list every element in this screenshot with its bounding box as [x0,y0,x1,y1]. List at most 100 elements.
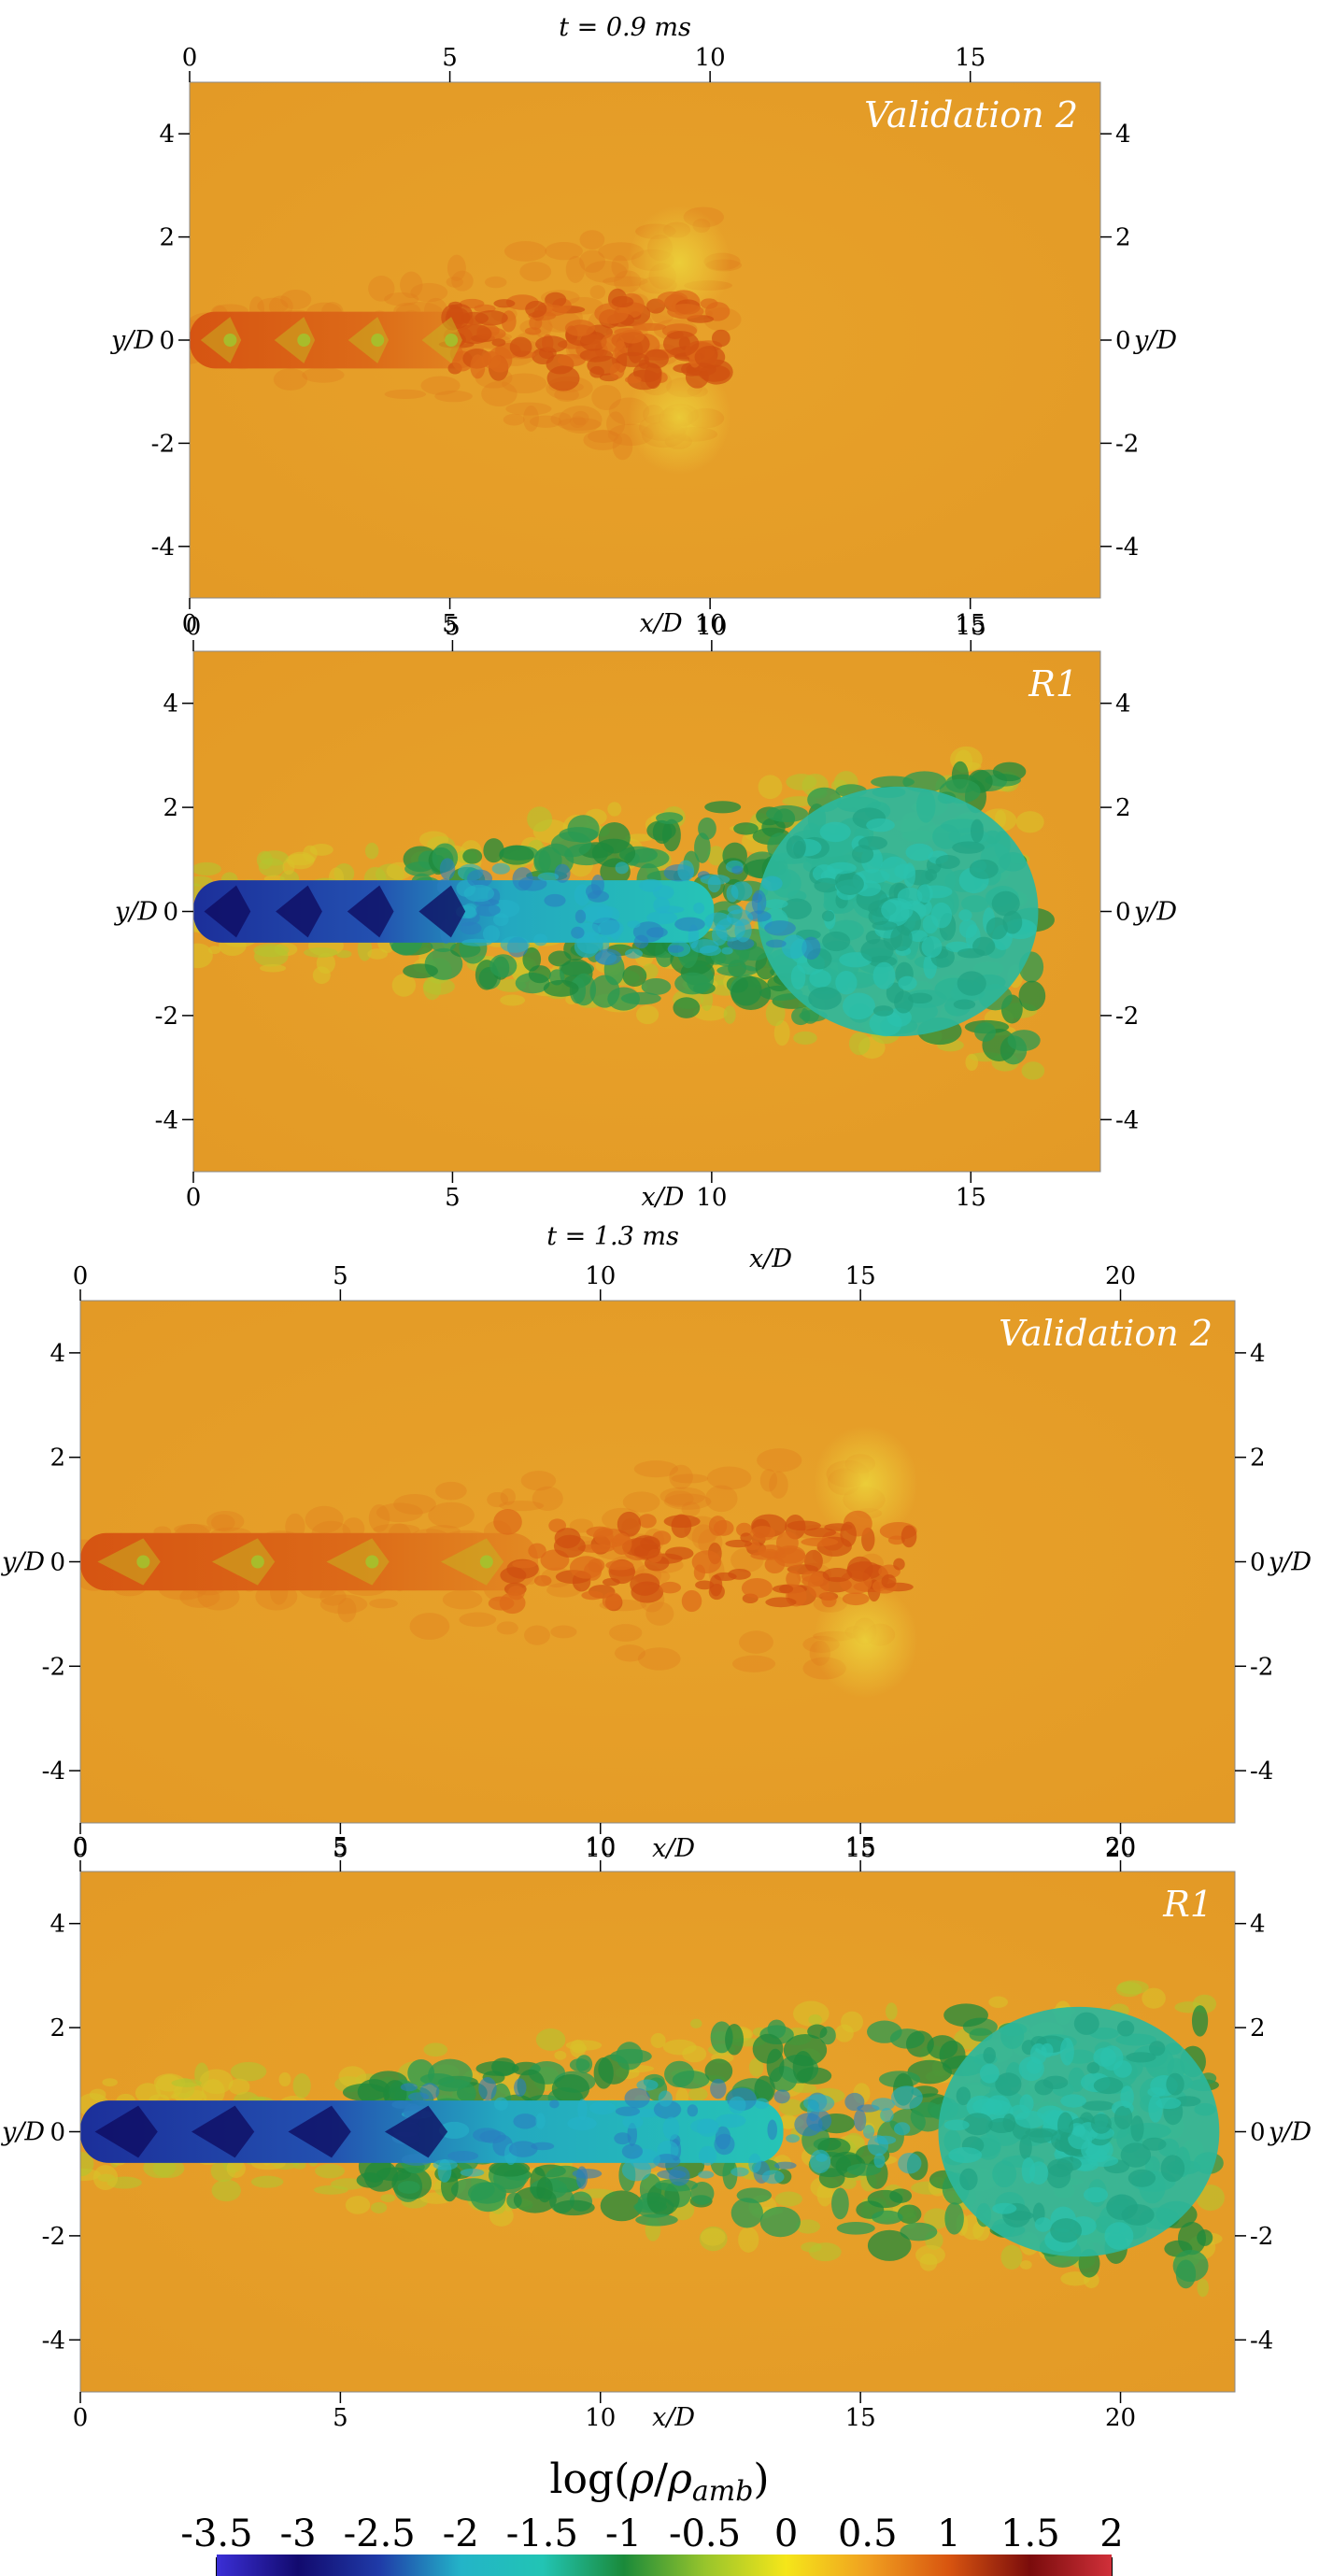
y-tick-label-right: 4 [1250,1340,1266,1368]
x-tick-label-top: 15 [845,1833,876,1861]
y-tick-label-right: 2 [1115,224,1131,252]
heatmap-field [80,1426,918,1698]
heatmap-field [190,206,743,475]
panel-title: R1 [1028,663,1078,704]
x-tick-label-bottom: 20 [1105,2404,1136,2432]
y-tick-label-left: 0 [159,327,175,355]
y-tick-label-left: 0 [50,2119,65,2147]
heatmap-field [193,746,1055,1080]
y-tick-label-right: 0 [1250,2119,1266,2147]
y-tick-label-left: 4 [159,121,175,149]
colorbar-tick-label: 1.5 [1000,2512,1060,2555]
y-tick-label-right: -2 [1115,430,1139,458]
colorbar-title-main: log( [549,2455,630,2503]
x-tick-label-top: 15 [845,1262,876,1290]
y-tick-label-left: 2 [163,794,178,822]
y-axis-label-right: y/D [1133,326,1177,355]
x-tick-label-bottom: 10 [696,1184,727,1212]
colorbar-bar [217,2555,1112,2576]
x-tick-label-bottom: 15 [955,610,986,638]
colorbar-tick-label: -2.5 [344,2512,416,2555]
y-tick-label-right: 2 [1115,794,1131,822]
x-tick-label-bottom: 5 [442,610,458,638]
x-tick-label-top: 0 [73,1262,89,1290]
y-tick-label-right: 0 [1115,899,1131,927]
y-tick-label-left: 4 [163,690,178,719]
colorbar-tick-label: -3.5 [180,2512,252,2555]
y-tick-label-left: 4 [50,1911,65,1939]
y-axis-label-right: y/D [1133,898,1177,927]
x-tick-label-top: 5 [445,613,461,641]
x-tick-label-top: 10 [696,613,727,641]
y-tick-label-right: -2 [1250,2223,1273,2251]
x-tick-label-top: 0 [186,613,202,641]
x-tick-label-bottom: 10 [585,2404,616,2432]
time-label-bottom: t = 1.3 ms [546,1222,679,1251]
y-axis-label-left: y/D [114,898,158,927]
x-tick-label-top: 5 [333,1833,348,1861]
y-tick-label-left: -4 [42,1758,65,1786]
colorbar-tick-label: 0.5 [838,2512,898,2555]
x-tick-label-top: 5 [442,44,458,72]
y-tick-label-left: -2 [42,2223,65,2251]
x-tick-label-top: 15 [956,613,986,641]
colorbar-title-sub: amb [692,2475,754,2508]
colorbar-tick-label: 0 [774,2512,798,2555]
y-tick-label-right: -2 [1250,1653,1273,1681]
y-axis-label-left: y/D [1,1548,45,1577]
x-axis-label: x/D [640,609,683,638]
colorbar-tick-label: -3 [280,2512,317,2555]
colorbar-tick-label: -1.5 [506,2512,578,2555]
x-tick-label-bottom: 5 [333,2404,348,2432]
time-label-top: t = 0.9 ms [559,13,691,42]
x-tick-label-bottom: 15 [845,1835,876,1863]
colorbar-title: log(ρ/ρamb) [549,2455,769,2508]
colorbar-title-rho: ρ [629,2455,654,2503]
y-axis-label-right: y/D [1268,1548,1312,1577]
x-tick-label-top: 15 [955,44,986,72]
y-tick-label-left: -4 [151,534,175,562]
x-tick-label-top: 5 [333,1262,348,1290]
x-tick-label-bottom: 0 [186,1184,202,1212]
colorbar-title-rho2: ρ [667,2455,692,2503]
panel-title: Validation 2 [864,94,1078,135]
x-tick-label-bottom: 0 [182,610,198,638]
y-axis-label-left: y/D [110,326,154,355]
y-tick-label-left: 0 [50,1549,65,1577]
colorbar-tick-label: -0.5 [669,2512,741,2555]
y-tick-label-left: 2 [50,1445,65,1473]
y-tick-label-right: 2 [1250,2014,1266,2042]
y-tick-label-right: -4 [1115,534,1139,562]
colorbar-tick-label: 1 [937,2512,960,2555]
y-tick-label-left: -2 [151,430,175,458]
y-axis-label-right: y/D [1268,2118,1312,2147]
colorbar-tick-label: -1 [605,2512,642,2555]
x-tick-label-bottom: 10 [695,610,726,638]
x-tick-label-bottom: 15 [956,1184,986,1212]
x-tick-label-bottom: 20 [1105,1835,1136,1863]
y-tick-label-left: 4 [50,1340,65,1368]
x-tick-label-top: 20 [1105,1262,1136,1290]
x-tick-label-top: 10 [585,1833,616,1861]
y-tick-label-right: 4 [1115,690,1131,719]
y-tick-label-right: 0 [1115,327,1131,355]
colorbar-tick-label: 2 [1099,2512,1123,2555]
y-tick-label-left: -4 [42,2327,65,2355]
x-tick-label-bottom: 10 [585,1835,616,1863]
y-tick-label-right: -2 [1115,1003,1139,1031]
x-axis-label: x/D [641,1183,684,1212]
y-tick-label-right: 2 [1250,1445,1266,1473]
y-tick-label-left: -2 [155,1003,178,1031]
colorbar-tick-label: -2 [443,2512,479,2555]
panel-title: Validation 2 [999,1313,1213,1354]
y-tick-label-left: -2 [42,1653,65,1681]
colorbar-title-sep: / [654,2455,668,2503]
y-tick-label-right: -4 [1250,1758,1273,1786]
y-tick-label-right: 0 [1250,1549,1266,1577]
x-tick-label-top: 0 [182,44,198,72]
